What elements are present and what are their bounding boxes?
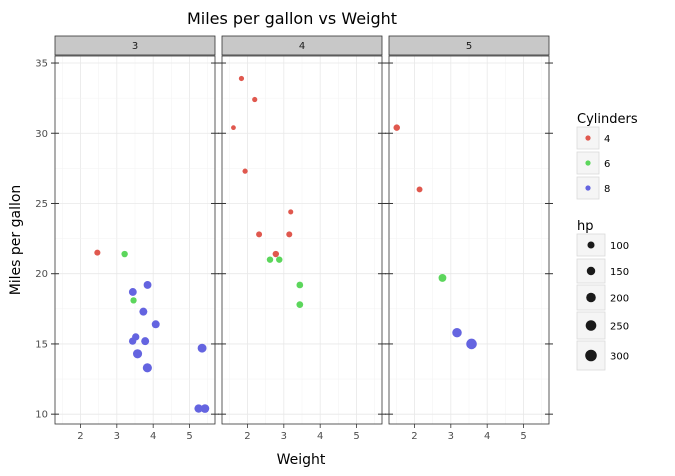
legend-size-swatch [585,320,597,331]
legend-size-label: 100 [610,241,629,252]
data-point [272,250,280,258]
legend-color-swatch [585,185,591,191]
data-point [286,231,293,238]
legend-color-swatch [585,135,591,141]
panel-border [54,55,216,425]
x-tick-label: 3 [114,431,120,442]
legend-color-label: 8 [604,184,610,195]
data-point [416,186,423,193]
chart-title: Miles per gallon vs Weight [187,9,397,28]
grid-lines [389,56,549,424]
legend-size-label: 300 [610,352,629,363]
legend-color-label: 6 [604,159,610,170]
x-tick-label: 5 [353,431,359,442]
facet-panels: 3 2 3 4 5 10 15 20 25 30 35 4 2 3 4 5 5 2 3 4 5 [35,35,553,442]
panel-border [388,55,550,425]
panel-border [221,55,383,425]
y-tick-label: 15 [35,339,48,350]
data-point [438,273,447,282]
data-points [393,124,477,350]
facet-strip [388,35,550,56]
data-point [256,231,263,238]
data-point [128,288,137,296]
y-tick-label: 25 [35,199,48,210]
data-point [252,96,258,103]
legend-size-swatch [586,266,596,276]
x-tick-label: 5 [186,431,192,442]
facet-strip [221,35,383,56]
x-tick-label: 2 [244,431,250,442]
data-point [132,349,143,359]
data-point [452,327,462,338]
data-point [94,249,101,256]
data-point [242,168,248,174]
legend-size-label: 150 [610,267,629,278]
facet-strip [54,35,216,56]
legend-title-size: hp [577,219,594,234]
grid-lines [222,56,382,424]
legend-size-swatch [585,349,597,362]
legend-color-label: 4 [604,134,610,145]
grid-lines [55,56,215,424]
data-point [200,404,210,413]
x-tick-label: 2 [77,431,83,442]
y-tick-label: 35 [35,59,48,70]
legend-size-swatch [587,241,595,249]
legend: Cylinders 4 6 8 hp 100 150 200 250 300 [576,112,638,371]
y-axis-title: Miles per gallon [8,185,24,296]
data-points [94,249,210,413]
y-tick-label: 20 [35,269,48,280]
x-tick-label: 5 [520,431,526,442]
legend-size-label: 250 [610,322,629,333]
data-point [194,404,203,413]
facet-strip-label: 5 [466,41,472,52]
facet-strip-label: 4 [299,41,305,52]
x-tick-label: 3 [281,431,287,442]
data-point [197,343,207,353]
data-point [288,209,294,215]
y-tick-label: 30 [35,129,48,140]
facet-strip-label: 3 [132,41,138,52]
data-point [151,320,160,329]
data-point [296,281,304,289]
x-tick-label: 4 [317,431,323,442]
data-point [121,250,128,258]
y-tick-label: 10 [35,410,48,421]
x-tick-label: 3 [448,431,454,442]
data-point [266,256,274,263]
x-tick-label: 4 [484,431,490,442]
legend-size-swatch [586,292,596,303]
data-point [276,256,283,263]
data-point [141,337,150,346]
data-point [139,307,148,316]
data-point [296,301,304,308]
data-point [231,125,236,131]
data-point [128,337,137,345]
x-tick-label: 4 [150,431,156,442]
legend-title-color: Cylinders [577,112,638,127]
facet-panel-3: 3 2 3 4 5 10 15 20 25 30 35 [35,35,219,442]
legend-color-swatch [585,160,591,166]
data-point [143,281,152,289]
data-point [142,363,152,373]
data-point [393,124,400,131]
legend-size-label: 200 [610,294,629,305]
data-points [231,75,304,308]
data-point [130,297,137,304]
facet-panel-5: 5 2 3 4 5 [385,35,553,442]
data-point [466,338,477,350]
facet-panel-4: 4 2 3 4 5 [218,35,386,442]
x-tick-label: 2 [411,431,417,442]
data-point [238,75,245,82]
x-axis-title: Weight [277,452,326,468]
